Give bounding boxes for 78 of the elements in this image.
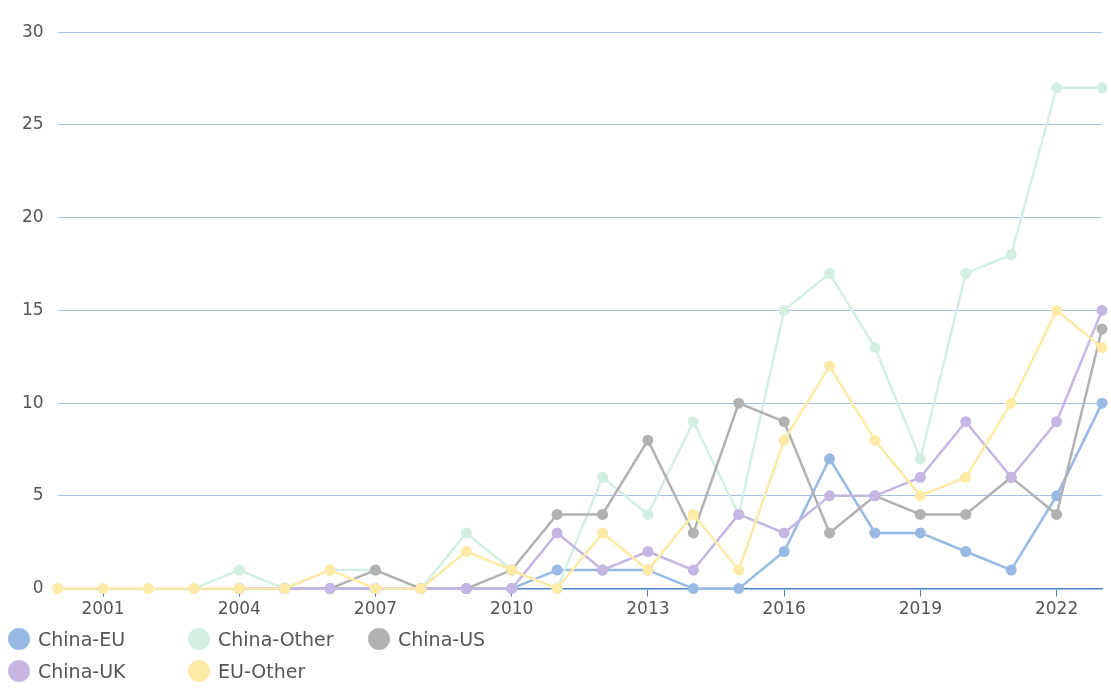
point <box>914 490 926 502</box>
point <box>233 564 245 576</box>
point <box>597 527 609 539</box>
point <box>1096 341 1108 353</box>
x-tick-label: 2001 <box>81 598 125 619</box>
legend-label: EU-Other <box>218 660 306 682</box>
point <box>1051 416 1063 428</box>
x-tick-label: 2007 <box>353 598 398 619</box>
point <box>733 564 745 576</box>
legend-label: China-Other <box>218 628 334 650</box>
point <box>914 453 926 465</box>
point <box>551 564 563 576</box>
y-tick-label: 15 <box>21 298 44 319</box>
x-tick-label: 2013 <box>626 598 670 619</box>
y-tick-label: 0 <box>32 577 44 598</box>
point <box>960 267 972 279</box>
point <box>642 434 654 446</box>
point <box>1005 397 1017 409</box>
legend-label: China-US <box>398 628 486 650</box>
point <box>778 304 790 316</box>
point <box>778 546 790 558</box>
point <box>960 508 972 520</box>
point <box>597 508 609 520</box>
y-tick-label: 30 <box>21 20 44 41</box>
point <box>551 508 563 520</box>
point <box>1051 508 1063 520</box>
y-tick-label: 5 <box>32 484 44 505</box>
point <box>1051 304 1063 316</box>
point <box>1051 82 1063 94</box>
point <box>824 490 836 502</box>
point <box>778 527 790 539</box>
x-tick-label: 2019 <box>898 598 942 619</box>
point <box>1096 397 1108 409</box>
point <box>869 341 881 353</box>
x-tick-label: 2016 <box>762 598 806 619</box>
legend-label: China-UK <box>38 660 126 682</box>
point <box>460 527 472 539</box>
point <box>687 508 699 520</box>
point <box>142 583 154 595</box>
point <box>642 508 654 520</box>
point <box>1005 564 1017 576</box>
point <box>960 471 972 483</box>
y-tick-label: 10 <box>21 391 44 412</box>
x-tick-label: 2022 <box>1034 598 1079 619</box>
point <box>824 360 836 372</box>
point <box>778 434 790 446</box>
x-tick-label: 2004 <box>217 598 261 619</box>
point <box>1096 323 1108 335</box>
x-tick-label: 2010 <box>490 598 534 619</box>
point <box>1096 82 1108 94</box>
point <box>1096 304 1108 316</box>
point <box>824 527 836 539</box>
point <box>551 527 563 539</box>
point <box>733 583 745 595</box>
point <box>778 416 790 428</box>
point <box>52 583 64 595</box>
point <box>687 527 699 539</box>
point <box>97 583 109 595</box>
point <box>687 583 699 595</box>
legend-label: China-EU <box>38 628 126 650</box>
point <box>960 546 972 558</box>
point <box>869 527 881 539</box>
point <box>914 471 926 483</box>
y-tick-label: 20 <box>21 206 44 227</box>
point <box>914 527 926 539</box>
point <box>869 434 881 446</box>
point <box>824 453 836 465</box>
point <box>733 397 745 409</box>
y-tick-label: 25 <box>21 113 44 134</box>
point <box>1005 249 1017 261</box>
point <box>687 564 699 576</box>
point <box>960 416 972 428</box>
point <box>914 508 926 520</box>
point <box>460 546 472 558</box>
point <box>824 267 836 279</box>
point <box>642 546 654 558</box>
point <box>687 416 699 428</box>
point <box>597 471 609 483</box>
